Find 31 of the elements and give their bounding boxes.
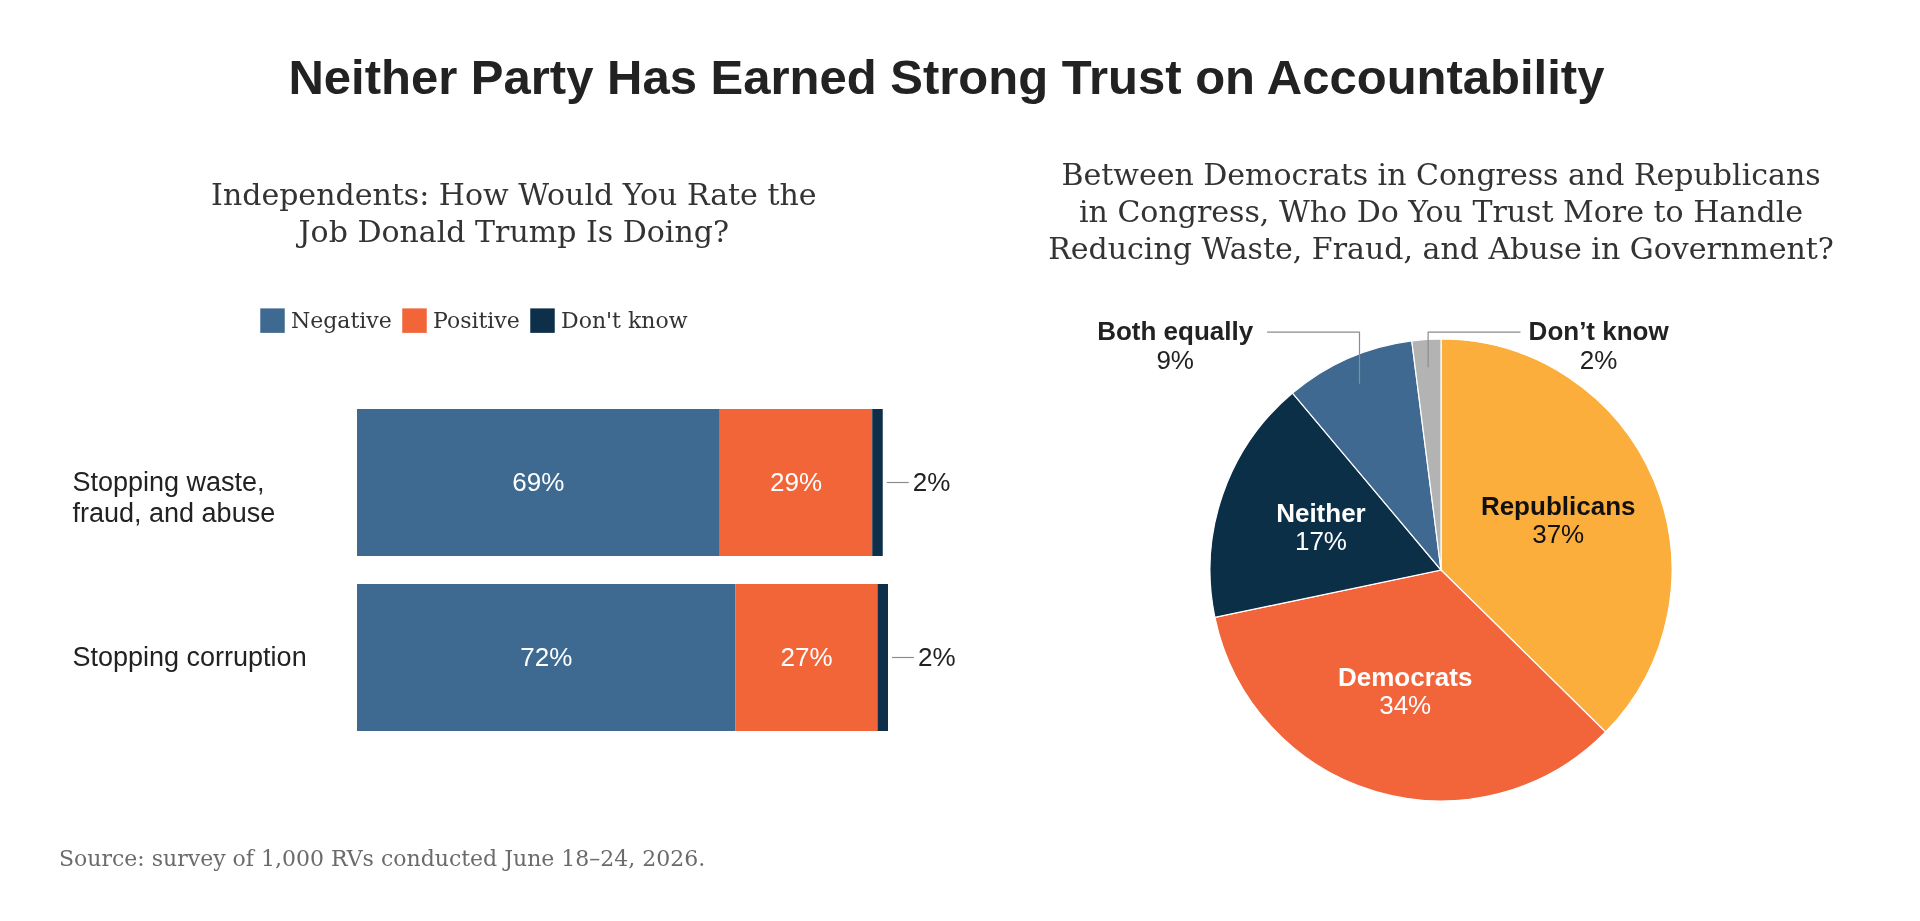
data-label: 34% — [1379, 689, 1432, 720]
data-label: 2% — [918, 641, 956, 672]
legend-label: Positive — [433, 307, 520, 333]
source-note: Source: survey of 1,000 RVs conducted June 18–24, 2026. — [59, 846, 706, 871]
data-label: 2% — [1579, 345, 1618, 376]
bar — [735, 584, 878, 731]
legend-label: Negative — [291, 307, 392, 333]
data-label: 69% — [512, 466, 565, 497]
legend-label: Don't know — [561, 307, 688, 333]
bar — [872, 409, 883, 556]
data-label: 2% — [912, 466, 951, 497]
data-label: 9% — [1156, 345, 1194, 376]
y-tick-label: Stopping corruption — [72, 641, 307, 672]
data-label: 72% — [520, 641, 573, 672]
chart-title: Independents: How Would You Rate the Job Donald Trump Is Doing? — [211, 177, 817, 249]
text: Neither Party Has Earned Strong Trust on Accountability — [288, 50, 1605, 105]
data-label: 17% — [1294, 526, 1347, 557]
y-tick-label: Stopping waste, fraud, and abuse — [72, 466, 276, 528]
slice-label: Both equally — [1097, 316, 1254, 347]
bar — [877, 584, 888, 731]
slice-label: Don’t know — [1528, 316, 1670, 347]
bar — [719, 409, 873, 556]
slice-label: Democrats — [1338, 661, 1473, 692]
data-label: 37% — [1532, 518, 1585, 549]
bar — [357, 409, 720, 556]
bar — [357, 584, 736, 731]
data-label: 27% — [780, 641, 833, 672]
chart-title: Between Democrats in Congress and Republicans in Congress, Who Do You Trust More to Handle Reducing Waste, Fraud, and Abuse in Government? — [1048, 157, 1834, 267]
slice-label: Neither — [1276, 498, 1366, 529]
data-label: 29% — [769, 466, 823, 497]
slice-label: Republicans — [1480, 490, 1636, 521]
